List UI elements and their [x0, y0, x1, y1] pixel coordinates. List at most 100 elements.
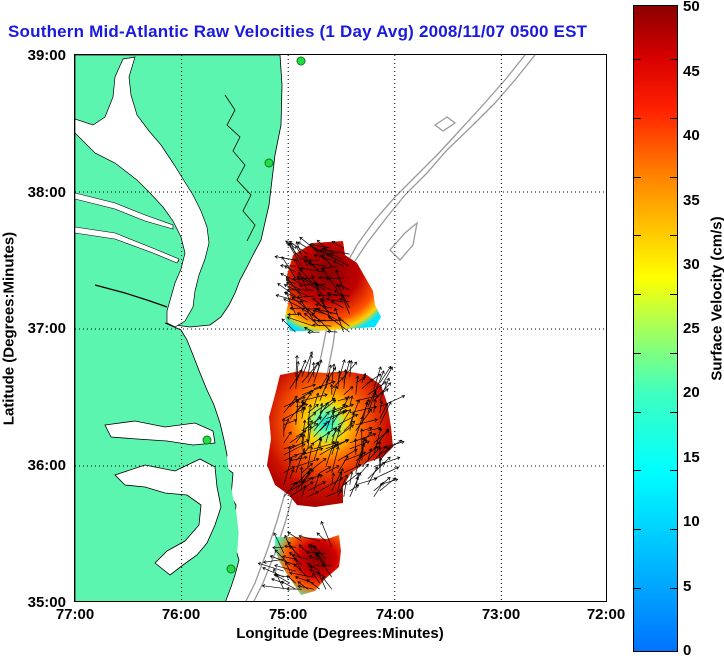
velocity-vector [373, 457, 400, 468]
velocity-vector [283, 454, 298, 462]
velocity-vector [284, 284, 308, 297]
velocity-arrowhead [347, 408, 351, 413]
velocity-vector [327, 293, 350, 297]
radar-station-marker[interactable] [264, 158, 274, 168]
velocity-vector [337, 468, 343, 491]
velocity-arrowhead [381, 461, 386, 466]
velocity-arrowhead [355, 476, 360, 480]
velocity-arrowhead [354, 413, 359, 418]
velocity-vector [325, 409, 335, 431]
velocity-vector [319, 443, 339, 456]
velocity-vector [274, 549, 291, 566]
velocity-vector [332, 260, 344, 267]
velocity-arrowhead [308, 544, 312, 548]
velocity-vector [307, 491, 319, 498]
velocity-arrowhead [310, 442, 315, 446]
velocity-vector [313, 381, 336, 390]
velocity-arrowhead [378, 427, 383, 432]
map-canvas [75, 55, 606, 601]
velocity-vector [292, 554, 308, 560]
velocity-vector [313, 393, 319, 407]
velocity-arrowhead [293, 563, 298, 567]
velocity-arrowhead [314, 307, 318, 312]
velocity-arrowhead [350, 403, 354, 408]
map-plot-area[interactable] [74, 54, 607, 602]
velocity-arrowhead [298, 534, 303, 539]
velocity-arrowhead [349, 395, 354, 399]
velocity-vector [308, 556, 320, 560]
velocity-vector [355, 443, 365, 467]
velocity-vector [331, 377, 344, 390]
velocity-vector [295, 468, 312, 486]
velocity-arrowhead [389, 366, 393, 371]
velocity-arrowhead [286, 575, 291, 579]
colorbar-tick-label: 50 [683, 0, 700, 15]
velocity-patch-central [267, 371, 393, 507]
colorbar-tick-label: 5 [683, 578, 692, 595]
radar-station-marker[interactable] [226, 564, 236, 574]
velocity-vector [334, 308, 344, 333]
velocity-arrowhead [299, 236, 303, 241]
velocity-arrowhead [327, 466, 332, 470]
velocity-vector [337, 414, 358, 426]
river-inlet [75, 192, 180, 264]
velocity-arrowhead [300, 299, 304, 304]
velocity-vector [301, 434, 305, 449]
colorbar-tick-label: 30 [683, 256, 700, 273]
velocity-arrowhead [301, 406, 306, 410]
velocity-vector [326, 298, 344, 303]
velocity-arrowhead [284, 561, 289, 566]
velocity-arrowhead [307, 416, 311, 420]
velocity-arrowhead [285, 282, 290, 286]
radar-station-marker[interactable] [296, 56, 306, 66]
velocity-arrowhead [294, 575, 299, 580]
velocity-vector [289, 552, 303, 566]
velocity-arrowhead [297, 581, 302, 585]
velocity-arrowhead [284, 544, 288, 549]
velocity-vector [367, 392, 376, 413]
velocity-vector [367, 381, 387, 396]
velocity-arrowhead [385, 388, 389, 392]
velocity-vector [301, 420, 306, 443]
velocity-arrowhead [262, 560, 267, 564]
velocity-arrowhead [333, 426, 338, 431]
velocity-arrowhead [286, 316, 291, 320]
velocity-arrowhead [362, 372, 367, 377]
velocity-arrowhead [297, 241, 301, 245]
velocity-vector [295, 452, 306, 456]
velocity-arrowhead [273, 568, 277, 572]
radar-station-marker[interactable] [202, 435, 212, 445]
velocity-arrowhead [373, 398, 377, 402]
velocity-vector [274, 256, 296, 261]
velocity-vector [307, 416, 310, 443]
velocity-arrowhead [316, 239, 321, 244]
velocity-arrowhead [387, 456, 391, 461]
velocity-vector [272, 546, 284, 549]
velocity-arrowhead [310, 389, 314, 394]
velocity-vector [308, 263, 326, 267]
velocity-vector [313, 438, 322, 461]
velocity-vector [379, 439, 402, 456]
velocity-vector [299, 237, 314, 249]
velocity-vector [287, 242, 302, 267]
velocity-vector [283, 443, 306, 456]
velocity-vector [337, 409, 351, 431]
velocity-arrowhead [318, 437, 323, 442]
velocity-vector [325, 489, 343, 498]
velocity-arrowhead [347, 359, 351, 364]
velocity-vector [314, 281, 332, 291]
velocity-vector [304, 327, 314, 333]
velocity-arrowhead [303, 312, 308, 317]
velocity-arrowhead [319, 474, 324, 478]
velocity-vector [282, 555, 296, 560]
velocity-arrowhead [296, 276, 300, 280]
velocity-arrowhead [354, 448, 358, 452]
velocity-arrowhead [321, 268, 325, 272]
velocity-vector [301, 463, 313, 474]
velocity-arrowhead [361, 443, 366, 447]
velocity-arrowhead [351, 411, 356, 416]
velocity-vector [319, 249, 332, 255]
velocity-vector [293, 563, 309, 578]
velocity-vector [337, 397, 348, 402]
velocity-arrowhead [309, 445, 314, 450]
